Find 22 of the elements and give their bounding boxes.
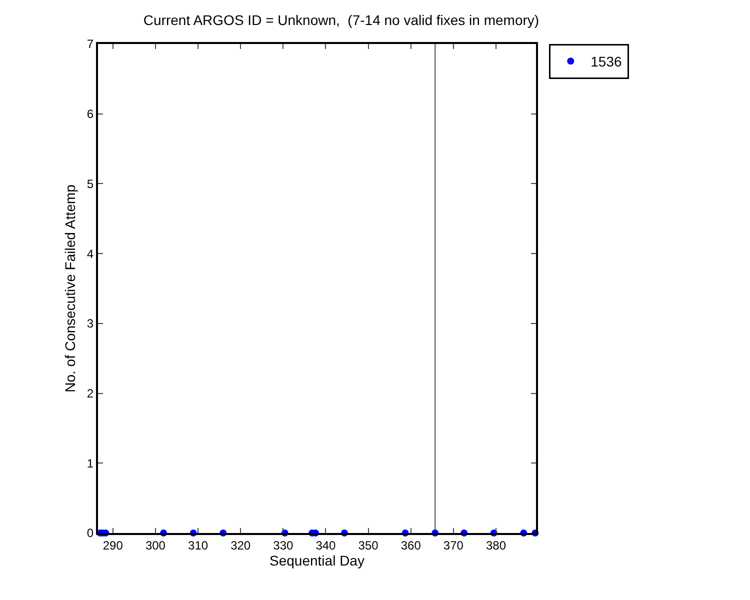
x-tick-label: 340 <box>316 538 336 552</box>
y-tick-label: 7 <box>86 37 94 52</box>
x-tick-label: 320 <box>230 538 251 552</box>
y-tick-label: 0 <box>86 526 94 540</box>
x-tick-label: 310 <box>188 538 208 552</box>
chart-title: Current ARGOS ID = Unknown, (7-14 no valid fixes in memory) <box>143 12 540 28</box>
y-tick-label: 2 <box>86 386 94 400</box>
x-tick-label: 350 <box>358 538 379 552</box>
y-tick-label: 1 <box>86 456 94 470</box>
x-tick-label: 330 <box>273 538 294 552</box>
y-tick-label: 4 <box>86 246 94 261</box>
y-tick-label: 3 <box>86 316 94 331</box>
x-tick-label: 380 <box>486 538 506 552</box>
x-axis-title: Sequential Day <box>270 552 364 568</box>
y-tick-label: 6 <box>86 107 94 122</box>
x-tick-label: 290 <box>102 538 124 552</box>
legend-label: 1536 <box>590 54 622 70</box>
y-tick-label: 5 <box>86 176 94 191</box>
x-tick-label: 370 <box>443 538 464 552</box>
y-axis-title: No. of Consecutive Failed Attemp <box>62 184 78 392</box>
x-tick-label: 300 <box>145 538 166 552</box>
x-tick-label: 360 <box>400 538 422 552</box>
